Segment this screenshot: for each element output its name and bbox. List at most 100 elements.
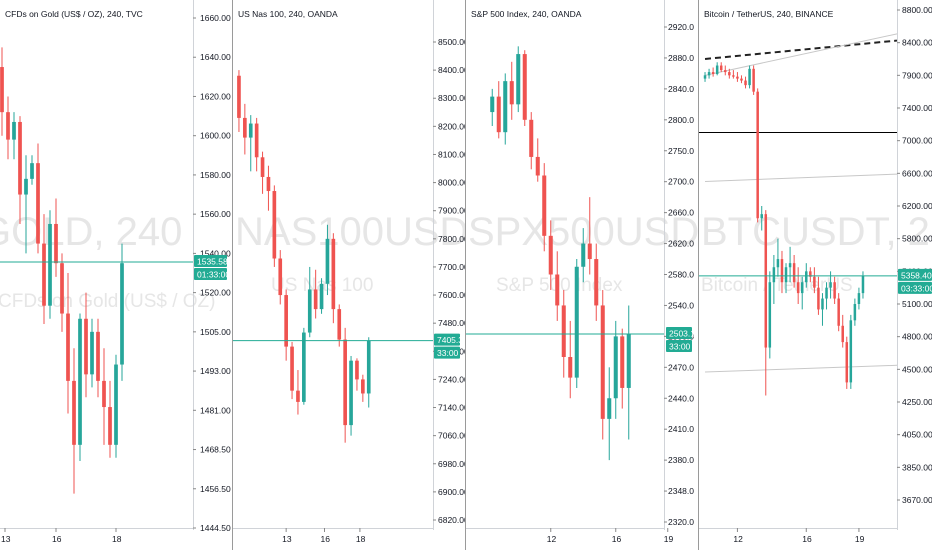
candle-up (114, 364, 118, 445)
candle-up (581, 243, 586, 267)
y-tick-label: 5100.00 (902, 299, 932, 309)
countdown-tag (666, 339, 692, 352)
y-tick-label: 7400.00 (902, 103, 932, 113)
candle-down (84, 318, 88, 375)
x-tick-label: 16 (802, 534, 812, 544)
candle-down (724, 70, 727, 73)
y-tick-label: 7140.00 (438, 403, 465, 413)
candle-down (809, 271, 812, 277)
candle-down (54, 223, 58, 264)
candle-down (587, 243, 592, 260)
y-tick-label: 4800.00 (902, 332, 932, 342)
candle-up (829, 282, 832, 288)
candle-down (496, 96, 501, 133)
y-tick-label: 2540.0 (668, 300, 694, 310)
candle-up (788, 263, 792, 268)
candle-up (24, 178, 28, 195)
candle-down (60, 263, 64, 314)
candle-up (307, 289, 312, 333)
candle-up (366, 340, 371, 394)
y-tick-label: 2440.0 (668, 393, 694, 403)
candle-up (857, 293, 861, 304)
y-tick-label: 5800.00 (902, 234, 932, 244)
nas100-chart-panel[interactable]: NAS100USD, 240 US Nas 100 8500.008400.00… (233, 0, 465, 550)
y-tick-label: 8200.00 (438, 121, 465, 131)
gold-watermark-name: CFDs on Gold (US$ / OZ) (0, 291, 216, 312)
gold-chart-title: CFDs on Gold (US$ / OZ), 240, TVC (5, 9, 143, 19)
last-price-tag (194, 255, 227, 268)
panel-divider[interactable] (232, 0, 233, 550)
candle-down (548, 235, 553, 275)
gold-chart-panel[interactable]: GOLD, 240 CFDs on Gold (US$ / OZ) 1660.0… (0, 0, 232, 550)
candle-up (821, 298, 824, 310)
candle-up (30, 163, 34, 179)
candle-down (72, 380, 76, 445)
trendline-faint (705, 364, 898, 373)
trendline-faint (705, 173, 898, 182)
y-tick-label: 7000.00 (902, 136, 932, 146)
x-tick-label: 19 (664, 534, 674, 544)
btcusdt-chart-panel[interactable]: BTCUSDT, 240 Bitcoin / TetherUS 8800.008… (699, 0, 932, 550)
candle-down (102, 380, 106, 408)
panel-divider[interactable] (698, 0, 699, 550)
y-tick-label: 2470.0 (668, 362, 694, 372)
candle-down (284, 295, 288, 347)
y-tick-label: 8800.00 (902, 5, 932, 15)
btcusdt-chart-svg: 8800.00 8400.00 7900.00 7400.00 7000.00 6600.… (699, 0, 932, 544)
y-tick-label: 1505.00 (200, 327, 231, 337)
y-tick-label: 1481.00 (200, 405, 231, 415)
candle-down (313, 289, 318, 310)
candle-up (853, 304, 857, 321)
y-tick-label: 7800.00 (438, 234, 465, 244)
candle-up (120, 263, 124, 365)
candle-up (800, 282, 804, 294)
candle-down (780, 259, 784, 283)
panel-divider[interactable] (465, 0, 466, 550)
last-price-tag (898, 268, 932, 281)
nas100-chart-svg: 8500.00 8400.00 8300.00 8200.00 8100.00 8000.… (233, 0, 465, 544)
y-tick-label: 6980.00 (438, 459, 465, 469)
candle-down (764, 214, 768, 348)
candle-up (776, 259, 780, 268)
x-tick-label: 18 (112, 534, 122, 544)
gold-watermark-symbol: GOLD, 240 (0, 210, 183, 254)
y-tick-label: 8400.00 (902, 38, 932, 48)
candle-up (613, 336, 618, 399)
countdown-label: 33:00 (437, 348, 459, 358)
candle-up (772, 267, 776, 283)
y-tick-label: 1560.00 (200, 209, 231, 219)
candle-down (331, 238, 336, 310)
y-tick-label: 1580.00 (200, 170, 231, 180)
candle-up (760, 214, 763, 219)
candle-up (503, 81, 508, 133)
candle-up (703, 75, 707, 79)
candle-down (254, 123, 259, 158)
y-tick-label: 7240.00 (438, 374, 465, 384)
candle-up (349, 360, 353, 426)
y-tick-label: 2660.0 (668, 208, 694, 218)
candle-up (12, 121, 16, 140)
y-tick-label: 8300.00 (438, 93, 465, 103)
last-price-label: 2503.1 (669, 328, 695, 338)
y-tick-label: 7480.00 (438, 318, 465, 328)
countdown-label: 03:33:00 (901, 283, 932, 293)
y-tick-label: 8100.00 (438, 149, 465, 159)
y-tick-label: 1540.00 (200, 248, 231, 258)
candle-down (752, 68, 755, 92)
y-tick-label: 7700.00 (438, 262, 465, 272)
y-tick-label: 6200.00 (902, 201, 932, 211)
candle-down (343, 339, 347, 426)
x-tick-label: 13 (282, 534, 292, 544)
x-tick-label: 13 (1, 534, 11, 544)
spx500-chart-panel[interactable]: SPX500USD, 240 S&P 500 Index 2920.02880.… (466, 0, 698, 550)
candle-down (594, 259, 599, 306)
y-tick-label: 7060.00 (438, 431, 465, 441)
candle-up (78, 318, 82, 445)
candle-down (817, 287, 820, 310)
candle-down (542, 175, 547, 236)
y-tick-label: 6820.00 (438, 515, 465, 525)
candle-down (568, 357, 573, 378)
candle-down (36, 163, 40, 244)
y-tick-label: 7900.00 (438, 206, 465, 216)
y-tick-label: 1520.00 (200, 288, 231, 298)
